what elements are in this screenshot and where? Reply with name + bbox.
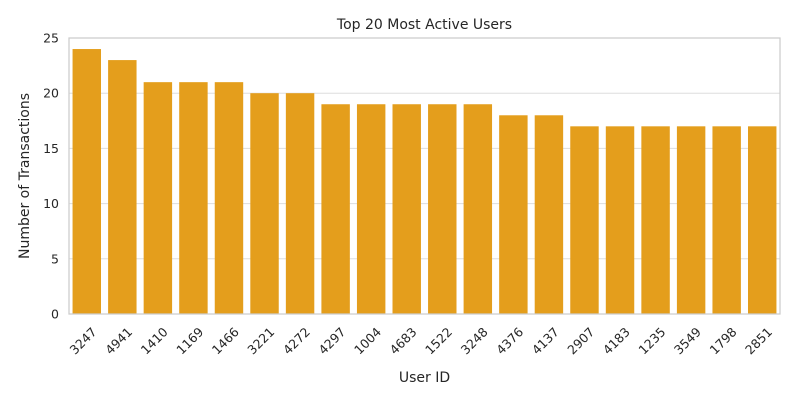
bar-1169 xyxy=(179,82,208,314)
bar-4941 xyxy=(108,60,137,314)
bar-2851 xyxy=(748,126,777,314)
y-axis-label: Number of Transactions xyxy=(17,93,33,259)
bar-1235 xyxy=(641,126,670,314)
bar-4297 xyxy=(321,104,350,315)
bar-3549 xyxy=(676,126,706,314)
chart-title: Top 20 Most Active Users xyxy=(336,17,512,33)
bar-3248 xyxy=(463,104,493,315)
y-tick-label: 25 xyxy=(43,31,59,46)
x-axis-label: User ID xyxy=(399,370,450,386)
bar-1522 xyxy=(428,104,457,315)
y-tick-labels: 0 5 10 15 20 25 xyxy=(43,31,59,322)
bar-4183 xyxy=(605,126,635,314)
bars xyxy=(72,49,777,315)
bar-2907 xyxy=(570,126,599,314)
bar-3247 xyxy=(72,49,101,314)
bar-1410 xyxy=(143,82,173,314)
y-tick-label: 20 xyxy=(43,86,59,101)
bar-3221 xyxy=(250,93,279,314)
bar-1466 xyxy=(214,82,244,314)
y-tick-label: 0 xyxy=(51,307,59,322)
y-tick-label: 10 xyxy=(43,196,59,211)
plot-frame xyxy=(68,37,781,315)
bar-4137 xyxy=(534,115,564,314)
bar-4683 xyxy=(392,104,421,315)
bar-1004 xyxy=(356,104,386,315)
y-tick-label: 15 xyxy=(43,141,59,156)
bar-4376 xyxy=(499,115,528,314)
bar-1798 xyxy=(712,126,741,314)
bar-4272 xyxy=(285,93,315,314)
y-tick-label: 5 xyxy=(51,251,59,266)
